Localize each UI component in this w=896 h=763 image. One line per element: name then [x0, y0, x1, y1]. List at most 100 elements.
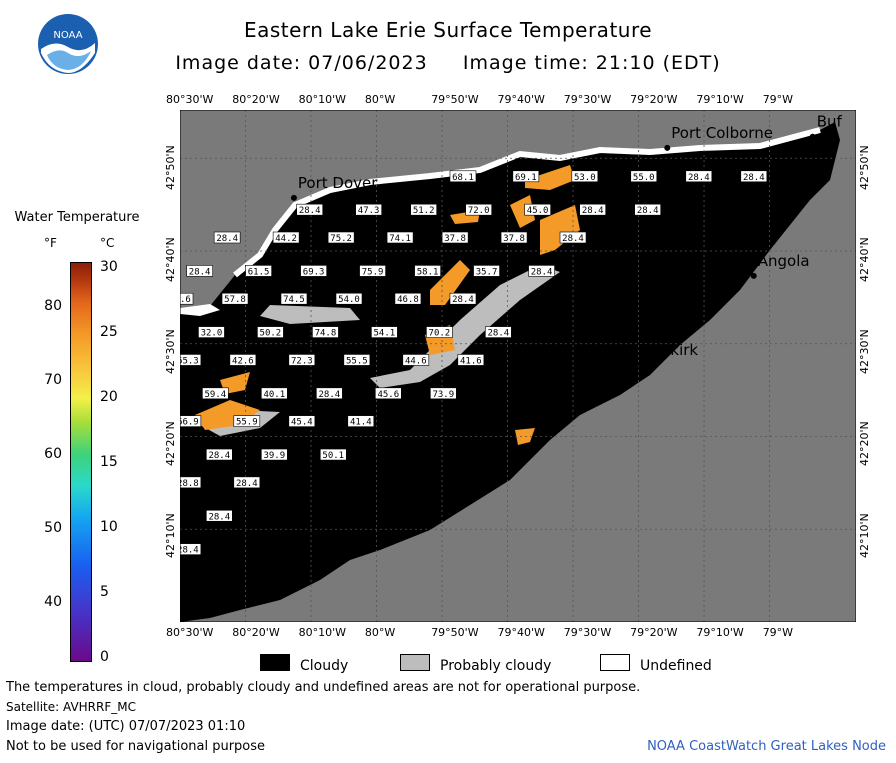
key-undefined-label: Undefined [640, 658, 712, 674]
warm-water-north-1 [525, 165, 575, 190]
lat-label: 42°20'N [164, 421, 177, 466]
image-date: Image date: 07/06/2023 [175, 52, 428, 74]
temperature-label: 50.1 [319, 448, 347, 461]
lake-erie-cloud-area [180, 122, 840, 622]
temperature-label: 74.1 [386, 231, 414, 244]
satellite-text: Satellite: AVHRRF_MC [6, 700, 136, 714]
unit-fahrenheit: °F [44, 236, 57, 250]
svg-text:28.4: 28.4 [531, 267, 553, 277]
celsius-tick: 25 [100, 324, 118, 340]
svg-text:53.0: 53.0 [574, 173, 596, 183]
key-cloudy-swatch [260, 654, 290, 671]
temperature-label: 28.4 [528, 265, 555, 277]
temperature-label: 28.4 [449, 292, 477, 305]
undefined-shoreline-north [233, 127, 821, 278]
probably-cloudy-strip [260, 305, 360, 324]
place-marker [632, 361, 639, 368]
temperature-label: 28.4 [186, 265, 213, 277]
temperature-label: 37.8 [441, 231, 469, 244]
lat-label: 42°40'N [858, 237, 871, 282]
svg-text:45.4: 45.4 [291, 418, 313, 428]
svg-text:46.8: 46.8 [397, 295, 419, 305]
temperature-label: 28.4 [213, 231, 241, 244]
temperature-label: 28.4 [233, 476, 261, 489]
fahrenheit-tick: 50 [44, 520, 62, 536]
svg-text:35.7: 35.7 [476, 267, 498, 277]
svg-text:57.8: 57.8 [224, 295, 246, 305]
svg-text:74.5: 74.5 [283, 295, 305, 305]
temperature-label: 61.5 [245, 265, 272, 277]
temperature-label: 28.4 [559, 231, 587, 244]
svg-text:28.4: 28.4 [189, 267, 211, 277]
temperature-label: 32.0 [198, 326, 225, 339]
svg-text:55.9: 55.9 [236, 418, 258, 428]
svg-text:28.4: 28.4 [562, 234, 584, 244]
probably-cloudy-central [370, 265, 560, 388]
svg-text:28.4: 28.4 [582, 206, 604, 216]
temperature-label: 28.4 [296, 203, 323, 216]
lat-label: 42°30'N [164, 329, 177, 374]
svg-text:65.3: 65.3 [180, 356, 199, 366]
place-marker [809, 133, 816, 140]
lon-label: 80°W [364, 626, 396, 639]
svg-text:68.1: 68.1 [452, 173, 474, 183]
temperature-label: 42.6 [229, 354, 257, 366]
place-label: Port Colborne [671, 124, 773, 142]
lon-label: 79°10'W [696, 93, 744, 106]
svg-text:45.0: 45.0 [527, 206, 549, 216]
place-label: Angola [758, 252, 810, 270]
temperature-label: 28.4 [634, 203, 661, 216]
temperature-label: 72.3 [288, 354, 316, 366]
svg-text:41.6: 41.6 [460, 356, 482, 366]
svg-text:41.4: 41.4 [350, 418, 372, 428]
temperature-label: 28.4 [485, 326, 512, 339]
svg-text:45.6: 45.6 [377, 390, 399, 400]
image-datetime: Image date: 07/06/2023 Image time: 21:10… [0, 52, 896, 74]
temperature-map: 68.1 69.1 53.0 55.0 28.4 28.4 28.4 47.3 51.2 72.0… [115, 65, 857, 623]
celsius-tick: 5 [100, 584, 109, 600]
place-marker [664, 144, 671, 151]
svg-text:70.2: 70.2 [429, 329, 451, 339]
svg-text:44.6: 44.6 [405, 356, 427, 366]
temperature-label: 57.8 [221, 292, 249, 305]
svg-text:39.9: 39.9 [263, 451, 285, 461]
temperature-label: 44.6 [402, 354, 430, 366]
place-label: Buf [817, 113, 843, 131]
svg-text:51.2: 51.2 [413, 206, 435, 216]
lon-label: 79°W [762, 93, 794, 106]
celsius-tick: 20 [100, 389, 118, 405]
svg-text:32.0: 32.0 [201, 329, 223, 339]
key-probably-cloudy-label: Probably cloudy [440, 658, 552, 674]
temperature-label: 45.6 [375, 387, 402, 400]
temperature-label: 45.4 [288, 415, 316, 428]
lon-label: 80°20'W [232, 626, 280, 639]
logo-text: NOAA [53, 30, 82, 41]
place-label: Port Dover [298, 174, 378, 192]
lon-label: 79°10'W [696, 626, 744, 639]
svg-text:28.4: 28.4 [488, 329, 510, 339]
svg-text:75.2: 75.2 [330, 234, 352, 244]
temperature-label: 58.1 [414, 265, 441, 277]
svg-text:28.4: 28.4 [743, 173, 765, 183]
svg-text:28.4: 28.4 [180, 546, 199, 556]
lon-label: 79°20'W [630, 626, 678, 639]
svg-text:37.8: 37.8 [444, 234, 466, 244]
svg-text:28.4: 28.4 [216, 234, 238, 244]
lon-label: 79°30'W [563, 93, 612, 106]
svg-text:55.0: 55.0 [633, 173, 655, 183]
temperature-label: 45.0 [524, 203, 551, 216]
svg-text:61.5: 61.5 [248, 267, 270, 277]
key-probably-cloudy-swatch [400, 654, 430, 671]
svg-text:69.1: 69.1 [515, 173, 537, 183]
unit-celsius: °C [100, 236, 115, 250]
lon-label: 79°W [762, 626, 794, 639]
temperature-label: 28.4 [206, 509, 233, 522]
svg-text:28.8: 28.8 [180, 479, 199, 489]
key-undefined-swatch [600, 654, 630, 671]
svg-text:75.9: 75.9 [362, 267, 384, 277]
temperature-label: 55.5 [343, 354, 371, 366]
svg-text:40.1: 40.1 [263, 390, 285, 400]
temperature-label: 65.3 [174, 354, 202, 366]
temperature-label: 39.9 [261, 448, 288, 461]
svg-text:47.3: 47.3 [358, 206, 380, 216]
